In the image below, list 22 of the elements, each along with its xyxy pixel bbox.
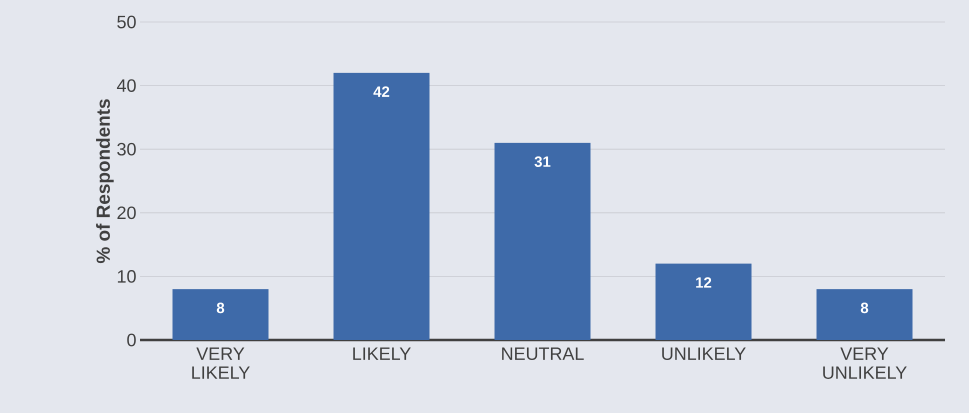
bar bbox=[494, 142, 591, 340]
x-tick-label: NEUTRAL bbox=[502, 348, 584, 360]
data-label: 31 bbox=[534, 156, 550, 167]
data-label: 8 bbox=[216, 302, 224, 314]
y-axis-title: % of Respondents bbox=[96, 99, 114, 264]
x-tick-label: VERY LIKELY bbox=[192, 348, 250, 379]
y-tick-label: 10 bbox=[118, 270, 136, 283]
y-tick-label: 0 bbox=[127, 334, 136, 346]
data-label: 42 bbox=[373, 86, 390, 97]
data-label: 8 bbox=[860, 302, 868, 314]
y-tick-label: 40 bbox=[116, 79, 136, 92]
y-tick-label: 50 bbox=[117, 16, 136, 28]
x-tick-label: UNLIKELY bbox=[662, 348, 746, 360]
x-tick-label: LIKELY bbox=[353, 348, 411, 360]
bar bbox=[816, 289, 913, 340]
x-tick-label: VERY UNLIKELY bbox=[823, 348, 907, 379]
data-label: 12 bbox=[696, 277, 712, 288]
y-tick-label: 30 bbox=[117, 142, 136, 156]
bar bbox=[334, 72, 430, 340]
bar bbox=[172, 289, 269, 340]
bar bbox=[656, 264, 752, 340]
y-tick-label: 20 bbox=[117, 206, 136, 220]
